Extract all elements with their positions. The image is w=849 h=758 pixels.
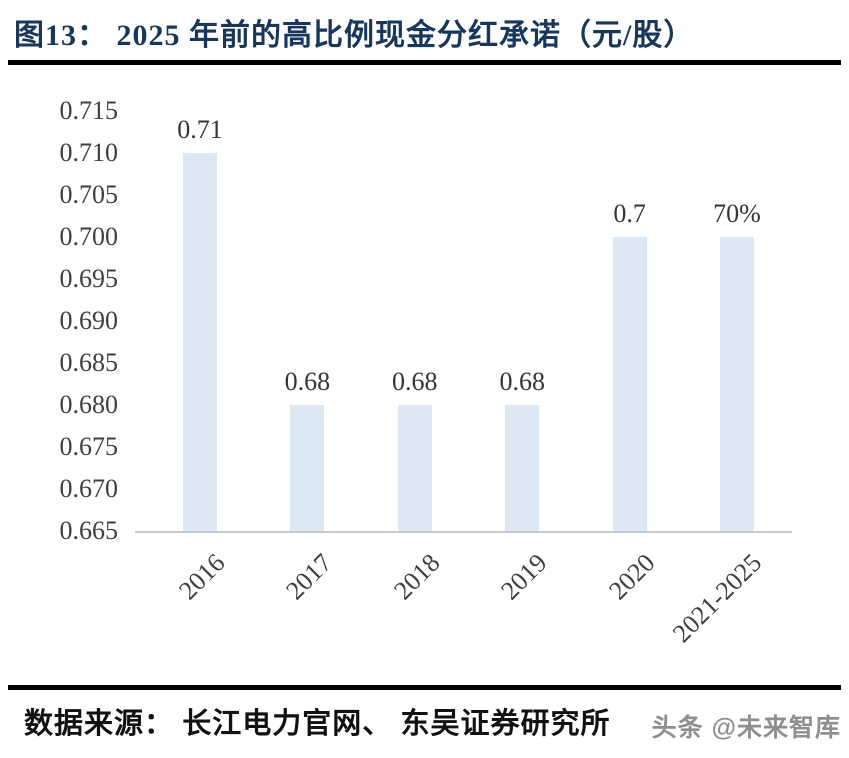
bar-2017 bbox=[290, 405, 325, 531]
x-axis-category-label: 2019 bbox=[495, 548, 553, 606]
bar-2021-2025 bbox=[720, 237, 754, 531]
top-divider bbox=[8, 60, 841, 65]
x-axis-line bbox=[135, 531, 792, 533]
x-axis-category-label: 2018 bbox=[388, 548, 446, 606]
watermark: 头条 @未来智库 bbox=[651, 714, 841, 742]
y-axis-tick-label: 0.680 bbox=[59, 390, 119, 419]
y-axis-tick-label: 0.710 bbox=[59, 138, 119, 167]
bar-value-label: 70% bbox=[713, 199, 761, 228]
x-axis-category-label: 2016 bbox=[173, 548, 231, 606]
y-axis-tick-label: 0.695 bbox=[59, 264, 119, 293]
x-axis-category-label: 2020 bbox=[602, 548, 661, 606]
y-axis-tick-label: 0.715 bbox=[59, 96, 119, 125]
bar-2020 bbox=[612, 237, 647, 531]
data-source: 数据来源： 长江电力官网、 东吴证券研究所 bbox=[24, 708, 611, 740]
dividend-bar-chart: 0.715 0.710 0.705 0.700 0.695 0.690 0.685 0.680… bbox=[0, 65, 849, 685]
y-axis-tick-label: 0.665 bbox=[59, 516, 119, 545]
bar-value-label: 0.68 bbox=[392, 367, 438, 396]
y-axis-tick-label: 0.690 bbox=[59, 306, 119, 335]
bar-2019 bbox=[505, 405, 540, 531]
y-axis-tick-label: 0.685 bbox=[59, 348, 119, 377]
bottom-divider bbox=[8, 685, 841, 690]
x-axis-category-label: 2017 bbox=[280, 548, 338, 606]
bar-2018 bbox=[397, 405, 432, 531]
y-axis-tick-label: 0.675 bbox=[59, 432, 119, 461]
bar-value-label: 0.7 bbox=[613, 199, 646, 228]
y-axis-tick-label: 0.670 bbox=[59, 474, 119, 503]
y-axis-tick-label: 0.705 bbox=[59, 180, 119, 209]
y-axis-tick-label: 0.700 bbox=[59, 222, 119, 251]
bar-value-label: 0.71 bbox=[177, 115, 223, 144]
bar-2016 bbox=[183, 153, 217, 531]
bar-value-label: 0.68 bbox=[284, 367, 331, 396]
figure-title: 图13： 2025 年前的高比例现金分红承诺（元/股） bbox=[14, 19, 695, 52]
bar-value-label: 0.68 bbox=[499, 367, 545, 396]
x-axis-category-label: 2021-2025 bbox=[667, 548, 768, 649]
